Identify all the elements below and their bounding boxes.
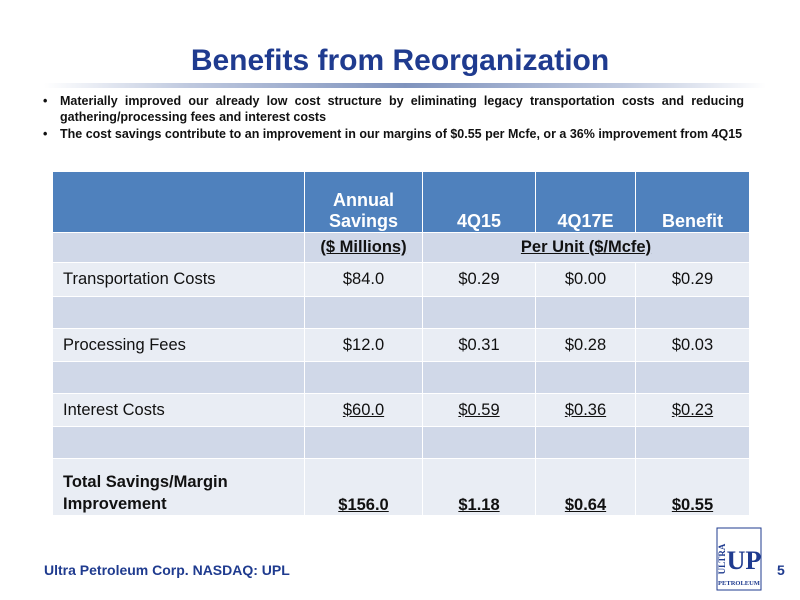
table-header-row: Annual Savings 4Q15 4Q17E Benefit <box>52 171 750 233</box>
spacer-row <box>52 361 750 394</box>
title-divider <box>44 83 766 88</box>
bullet-item: • Materially improved our already low co… <box>40 93 744 125</box>
ultra-petroleum-logo: ULTRA UP PETROLEUM <box>716 527 762 591</box>
cell-4q15: $0.59 <box>458 400 500 419</box>
logo-main-text: UP <box>727 546 762 575</box>
cell-benefit: $0.29 <box>635 262 750 297</box>
units-cell-per-unit: Per Unit ($/Mcfe) <box>422 232 750 263</box>
total-4q15: $1.18 <box>458 496 500 514</box>
total-4q17e: $0.64 <box>564 496 607 514</box>
units-per-unit-text: Per Unit ($/Mcfe) <box>520 238 652 256</box>
units-cell-savings: ($ Millions) <box>304 232 423 263</box>
table-row: Interest Costs $60.0 $0.59 $0.36 $0.23 <box>52 393 750 427</box>
bullet-icon: • <box>43 94 48 108</box>
slide-title: Benefits from Reorganization <box>190 44 610 77</box>
logo-bottom-text: PETROLEUM <box>718 580 760 587</box>
cell-savings: $12.0 <box>304 328 423 362</box>
bullet-icon: • <box>43 127 48 141</box>
row-label: Processing Fees <box>52 328 305 362</box>
spacer-row <box>52 426 750 459</box>
header-cell-benefit: Benefit <box>635 171 750 233</box>
footer-company: Ultra Petroleum Corp. NASDAQ: UPL <box>44 562 290 578</box>
bullet-text: The cost savings contribute to an improv… <box>60 127 743 141</box>
table-row: Processing Fees $12.0 $0.31 $0.28 $0.03 <box>52 328 750 362</box>
row-label: Transportation Costs <box>52 262 305 297</box>
total-label-line1: Total Savings/Margin <box>63 473 228 491</box>
total-label-line2: Improvement <box>63 495 167 513</box>
bullet-list: • Materially improved our already low co… <box>40 93 744 143</box>
header-cell-annual-savings: Annual Savings <box>304 171 423 233</box>
table-row: Transportation Costs $84.0 $0.29 $0.00 $… <box>52 262 750 297</box>
logo-side-text: ULTRA <box>717 543 727 574</box>
cell-4q17e: $0.00 <box>535 262 636 297</box>
header-cell-blank <box>52 171 305 233</box>
total-benefit: $0.55 <box>671 496 714 514</box>
header-cell-4q15: 4Q15 <box>422 171 536 233</box>
cell-4q17e: $0.28 <box>535 328 636 362</box>
total-row: Total Savings/Margin Improvement $156.0 … <box>52 458 750 516</box>
cell-4q15: $0.31 <box>422 328 536 362</box>
bullet-text: Materially improved our already low cost… <box>60 94 744 124</box>
bullet-item: • The cost savings contribute to an impr… <box>40 126 744 142</box>
cell-4q15: $0.29 <box>422 262 536 297</box>
savings-table: Annual Savings 4Q15 4Q17E Benefit ($ Mil… <box>52 171 750 516</box>
cell-savings: $60.0 <box>342 400 385 419</box>
cell-benefit: $0.03 <box>635 328 750 362</box>
total-label: Total Savings/Margin Improvement <box>52 458 305 516</box>
total-savings: $156.0 <box>338 496 389 514</box>
units-row: ($ Millions) Per Unit ($/Mcfe) <box>52 232 750 263</box>
units-savings-text: ($ Millions) <box>320 238 407 256</box>
header-annual-savings-text: Annual Savings <box>328 190 399 231</box>
row-label: Interest Costs <box>52 393 305 427</box>
header-cell-4q17e: 4Q17E <box>535 171 636 233</box>
spacer-row <box>52 296 750 329</box>
cell-benefit: $0.23 <box>671 400 714 419</box>
units-cell-blank <box>52 232 305 263</box>
cell-savings: $84.0 <box>304 262 423 297</box>
cell-4q17e: $0.36 <box>564 400 607 419</box>
page-number: 5 <box>777 562 785 578</box>
